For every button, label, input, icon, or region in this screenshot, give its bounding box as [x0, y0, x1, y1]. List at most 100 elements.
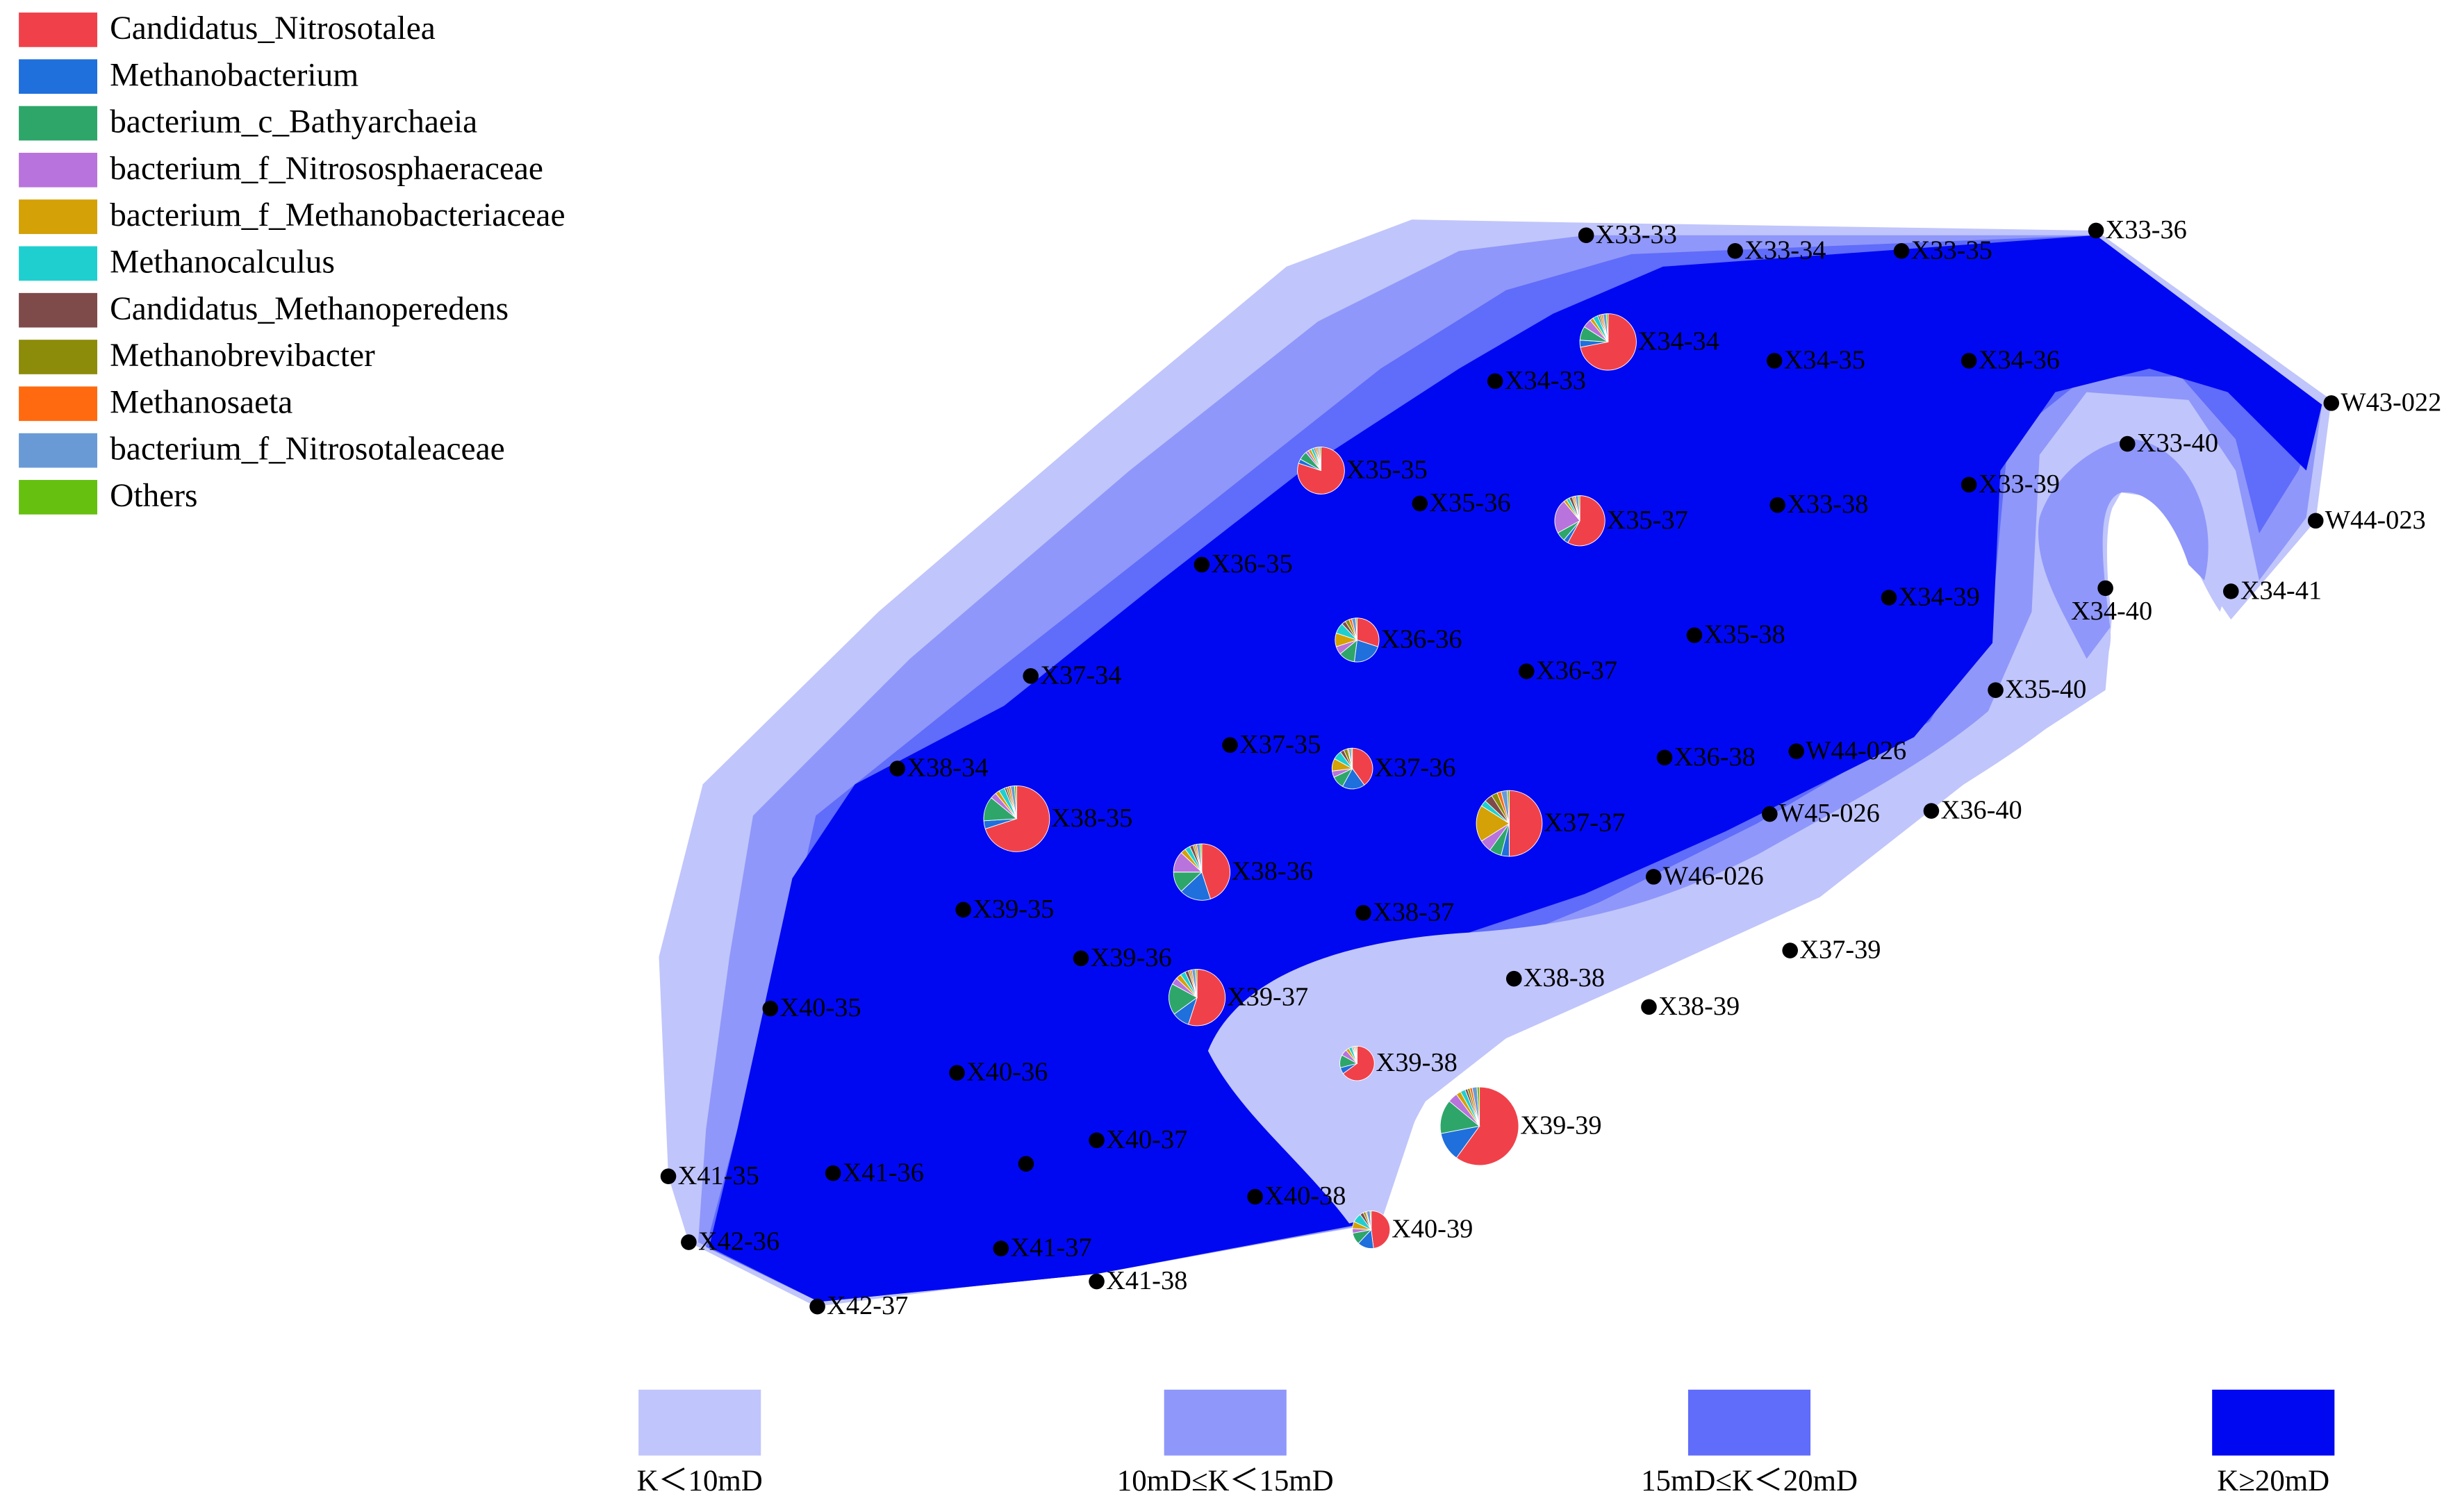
legend-label: Methanosaeta	[110, 384, 292, 420]
legend-swatch	[19, 13, 98, 47]
pie-slice	[1369, 1210, 1372, 1230]
well-label: X36-35	[1211, 549, 1292, 579]
pie-slice	[1356, 617, 1380, 647]
well-label: X37-37	[1544, 808, 1625, 838]
pie-slice	[1355, 617, 1357, 640]
well-dot	[889, 761, 906, 776]
well-label: X41-36	[843, 1158, 924, 1187]
well-dot	[1893, 243, 1910, 259]
zone-swatch	[2212, 1389, 2335, 1456]
pie-chart	[1335, 617, 1380, 663]
well-label: X37-36	[1374, 754, 1455, 783]
pie-slice	[1351, 747, 1353, 769]
pie-slice	[1187, 969, 1226, 1027]
pie-slice	[1476, 805, 1510, 842]
pie-chart	[1297, 447, 1345, 495]
well-label: X37-34	[1040, 661, 1121, 690]
legend-label: Methanobacterium	[110, 57, 358, 93]
well-label: X36-37	[1536, 656, 1617, 686]
well-dot	[1247, 1188, 1263, 1205]
well-dot	[660, 1168, 677, 1185]
legend-label: Others	[110, 478, 197, 514]
well-label: X33-34	[1744, 235, 1826, 265]
well-dot	[1960, 476, 1977, 493]
legend-swatch	[19, 59, 98, 94]
pie-slice	[1455, 1086, 1519, 1166]
well-dot	[1023, 668, 1039, 684]
well-label: X35-36	[1429, 488, 1510, 517]
well-label: X39-35	[973, 895, 1054, 924]
contour-layer	[659, 219, 2331, 1307]
well-label: X37-35	[1239, 730, 1321, 759]
well-label: W44-023	[2325, 506, 2426, 535]
pie-chart	[983, 785, 1050, 852]
pie-slice	[984, 785, 1050, 852]
legend-swatch	[19, 246, 98, 281]
well-label: X38-36	[1232, 857, 1313, 886]
contour-zone	[1207, 413, 2241, 1224]
well-label: X38-35	[1051, 804, 1132, 833]
well-label: X42-37	[827, 1291, 908, 1320]
well-label: W46-026	[1663, 861, 1764, 890]
pie-chart	[1331, 747, 1373, 790]
legend-swatch	[19, 199, 98, 234]
legend-label: bacterium_f_Nitrosotaleaceae	[110, 431, 505, 467]
contour-zone	[2038, 439, 2209, 659]
well-dot	[825, 1165, 841, 1181]
pie-slice	[1201, 843, 1230, 899]
contour-zone	[1756, 269, 1965, 737]
zone-label: 15mD≤K＜20mD	[1641, 1465, 1858, 1497]
pie-slice	[1297, 447, 1345, 495]
well-dot	[1727, 243, 1743, 259]
well-label: X40-39	[1392, 1215, 1473, 1244]
pie-slice	[1352, 747, 1373, 786]
well-dot	[681, 1234, 697, 1250]
well-label: X35-40	[2005, 675, 2086, 704]
zone-swatch	[638, 1389, 761, 1456]
well-label: X41-35	[678, 1161, 759, 1190]
pie-chart	[1352, 1210, 1391, 1249]
well-label: X34-40	[2071, 597, 2152, 626]
pie-slice	[1509, 790, 1543, 857]
well-label: X33-33	[1596, 220, 1677, 249]
well-dot	[1018, 1156, 1034, 1172]
well-label: X40-35	[779, 993, 861, 1022]
well-label: X36-36	[1380, 624, 1462, 654]
well-dot	[1782, 942, 1799, 958]
legend-label: Methanobrevibacter	[110, 338, 375, 374]
well-dot	[1089, 1273, 1105, 1290]
well-label: X37-39	[1799, 936, 1881, 965]
well-label: X38-37	[1373, 897, 1454, 927]
zone-label: K≥20mD	[2217, 1465, 2329, 1497]
well-dot	[993, 1240, 1009, 1256]
well-label: W45-026	[1779, 799, 1880, 828]
well-label: X33-38	[1787, 490, 1868, 519]
well-dot	[1578, 227, 1594, 244]
pie-slice	[1554, 501, 1580, 533]
well-label: X36-38	[1674, 742, 1756, 772]
well-label: X34-33	[1505, 366, 1586, 395]
well-label: X35-38	[1704, 620, 1785, 649]
well-dot	[2307, 513, 2324, 529]
legend-swatch	[19, 340, 98, 374]
well-label: X34-41	[2240, 576, 2322, 605]
well-dot	[1788, 743, 1805, 760]
well-dot	[1645, 869, 1662, 885]
pie-slice	[1476, 1086, 1480, 1127]
well-dot	[1641, 999, 1657, 1015]
pie-slice	[1014, 785, 1017, 819]
well-dot	[2119, 435, 2136, 452]
well-dot	[1766, 353, 1783, 369]
well-label: X39-38	[1376, 1048, 1458, 1077]
well-label: X38-39	[1658, 992, 1740, 1021]
zone-swatch	[1687, 1389, 1811, 1456]
well-label: X42-36	[698, 1227, 779, 1256]
well-dot	[1487, 373, 1503, 390]
well-dot	[2097, 580, 2113, 597]
well-dot	[1412, 495, 1428, 512]
legend-label: Methanocalculus	[110, 244, 335, 281]
well-dot	[1656, 749, 1673, 766]
well-label: X33-35	[1911, 235, 1992, 265]
